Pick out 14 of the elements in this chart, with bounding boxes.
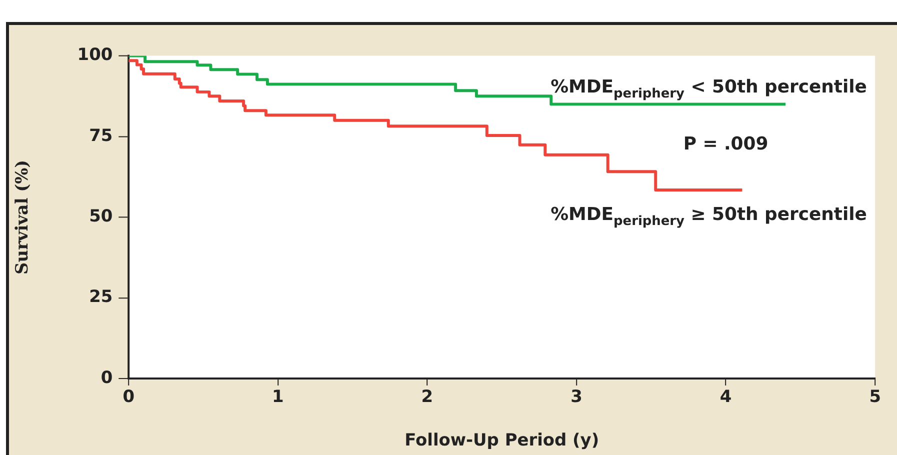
y-tick-label: 50 [89,206,113,226]
annotation: P = .009 [683,133,768,154]
y-axis-title: Survival (%) [12,160,32,274]
x-tick-label: 2 [421,386,434,406]
x-axis-title: Follow-Up Period (y) [404,429,600,450]
x-tick-label: 4 [720,386,732,406]
x-tick-label: 0 [122,386,134,406]
y-tick-label: 0 [100,366,113,387]
x-tick-label: 3 [570,386,582,406]
y-tick-label: 100 [77,44,113,64]
x-tick-label: 5 [869,386,881,406]
y-tick-label: 75 [89,124,113,145]
y-tick-label: 25 [89,286,113,306]
x-tick-label: 1 [272,386,284,406]
